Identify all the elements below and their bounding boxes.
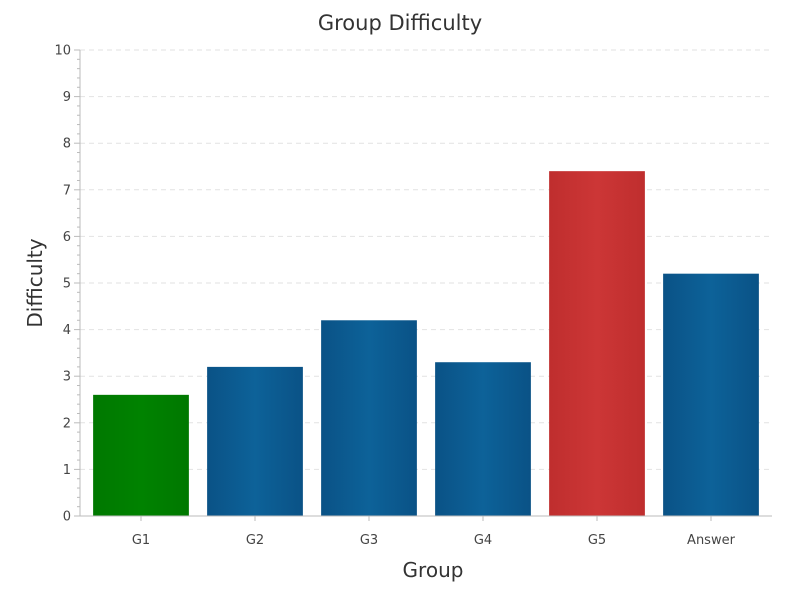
grid-lines (80, 49, 772, 470)
bar-g5 (549, 171, 645, 516)
y-tick-label: 10 (54, 44, 71, 59)
bars (93, 171, 759, 516)
y-axis-ticks: 0 1 2 3 4 5 6 7 8 9 10 (54, 44, 80, 525)
x-tick-label: Answer (687, 533, 736, 548)
x-axis-title: Group (403, 558, 464, 582)
y-tick-label: 0 (63, 510, 71, 525)
y-axis-title: Difficulty (23, 238, 47, 327)
y-tick-label: 1 (63, 463, 71, 478)
x-axis-ticks: G1 G2 G3 G4 G5 Answer (132, 516, 736, 548)
y-tick-label: 5 (63, 277, 71, 292)
x-tick-label: G2 (246, 533, 264, 548)
y-tick-label: 8 (63, 137, 71, 152)
bar-g2 (207, 366, 303, 516)
x-tick-label: G5 (588, 533, 606, 548)
y-tick-label: 4 (63, 323, 71, 338)
y-tick-label: 6 (63, 230, 71, 245)
y-tick-label: 7 (63, 183, 71, 198)
bar-g1 (93, 394, 189, 516)
y-tick-label: 3 (63, 370, 71, 385)
x-tick-label: G4 (474, 533, 492, 548)
chart-title: Group Difficulty (318, 11, 482, 35)
bar-answer (663, 273, 759, 516)
y-tick-label: 9 (63, 90, 71, 105)
x-tick-label: G3 (360, 533, 378, 548)
bar-g3 (321, 320, 417, 516)
bar-g4 (435, 362, 531, 516)
y-tick-label: 2 (63, 416, 71, 431)
x-tick-label: G1 (132, 533, 150, 548)
